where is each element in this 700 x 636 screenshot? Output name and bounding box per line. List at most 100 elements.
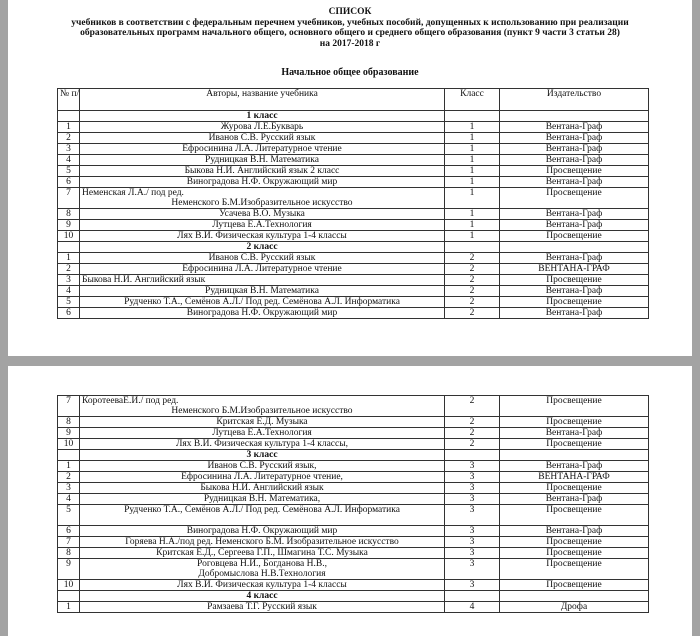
table-row: 8 Критская Е.Д., Сергеева Г.П., Шмагина Т… bbox=[57, 547, 649, 559]
class-cell: 2 bbox=[444, 416, 500, 428]
class-cell: 1 bbox=[444, 143, 500, 155]
authors-line: Добромыслова Н.В.Технология bbox=[198, 569, 326, 579]
authors-cell: Лях В.И. Физическая культура 1-4 классы, bbox=[79, 438, 445, 450]
number-cell: 1 bbox=[57, 601, 80, 613]
authors-line: Виноградова Н.Ф. Окружающий мир bbox=[186, 177, 338, 187]
publisher-cell: Вентана-Граф bbox=[499, 132, 649, 144]
publisher-cell: Просвещение bbox=[499, 547, 649, 559]
table-row: 7 КоротееваЕ.И./ под ред. Неменского Б.М.И… bbox=[57, 395, 649, 417]
publisher-cell: Вентана-Граф bbox=[499, 154, 649, 166]
authors-cell: Ефросинина Л.А. Литературное чтение bbox=[79, 263, 445, 275]
number-cell: 4 bbox=[57, 285, 80, 297]
class-cell: 1 bbox=[444, 121, 500, 133]
table-row: 6 Виноградова Н.Ф. Окружающий мир 3 Вентана… bbox=[57, 525, 649, 537]
number-cell: 5 bbox=[57, 165, 80, 177]
authors-cell: Роговцева Н.И., Богданова Н.В., Добромысл… bbox=[79, 558, 445, 580]
document-page-1: СПИСОК учебников в соответствии с федера… bbox=[8, 0, 692, 356]
class-cell: 2 bbox=[444, 438, 500, 450]
authors-cell: Горяева Н.А./под ред. Неменского Б.М. Из… bbox=[79, 536, 445, 548]
authors-cell: Лях В.И. Физическая культура 1-4 классы bbox=[79, 579, 445, 591]
textbook-table-page-1: № п/п Авторы, название учебника Класс Из… bbox=[57, 88, 649, 319]
section-title: 1 класс bbox=[79, 110, 445, 122]
authors-line: Иванов С.В. Русский язык, bbox=[207, 461, 317, 471]
table-row: 10 Лях В.И. Физическая культура 1-4 класс… bbox=[57, 579, 649, 591]
publisher-cell: Вентана-Граф bbox=[499, 493, 649, 505]
table-row: 4 Рудницкая В.Н. Математика, 3 Вентана-Граф bbox=[57, 493, 649, 505]
authors-line: Виноградова Н.Ф. Окружающий мир bbox=[186, 308, 338, 318]
class-cell bbox=[444, 449, 500, 461]
class-cell: 1 bbox=[444, 187, 500, 209]
number-cell: 6 bbox=[57, 176, 80, 188]
authors-line: Рудченко Т.А., Семёнов А.Л./ Под ред. Се… bbox=[124, 505, 400, 516]
publisher-cell: Вентана-Граф bbox=[499, 460, 649, 472]
number-cell: 6 bbox=[57, 525, 80, 537]
class-cell: 3 bbox=[444, 471, 500, 483]
authors-cell: Иванов С.В. Русский язык, bbox=[79, 460, 445, 472]
class-cell: 2 bbox=[444, 427, 500, 439]
authors-cell: Быкова Н.И. Английский язык bbox=[79, 482, 445, 494]
publisher-cell: Просвещение bbox=[499, 482, 649, 494]
table-row: 10 Лях В.И. Физическая культура 1-4 класс… bbox=[57, 438, 649, 450]
title-line-1: учебников в соответствии с федеральным п… bbox=[71, 17, 629, 28]
authors-line: Лутцева Е.А.Технология bbox=[212, 428, 312, 438]
class-cell: 3 bbox=[444, 460, 500, 472]
authors-line: Лях В.И. Физическая культура 1-4 классы bbox=[177, 580, 347, 590]
document-title: СПИСОК bbox=[328, 7, 372, 17]
textbook-table-page-2: 7 КоротееваЕ.И./ под ред. Неменского Б.М.И… bbox=[57, 395, 649, 613]
number-cell: 5 bbox=[57, 504, 80, 526]
publisher-cell bbox=[499, 590, 649, 602]
authors-cell: Лях В.И. Физическая культура 1-4 классы bbox=[79, 230, 445, 242]
class-cell: 1 bbox=[444, 154, 500, 166]
number-cell: 6 bbox=[57, 307, 80, 319]
number-cell: 10 bbox=[57, 230, 80, 242]
publisher-cell bbox=[499, 110, 649, 122]
table-row: 9 Лутцева Е.А.Технология 1 Вентана-Граф bbox=[57, 219, 649, 231]
publisher-cell: Вентана-Граф bbox=[499, 307, 649, 319]
authors-line: Усачева В.О. Музыка bbox=[219, 209, 305, 219]
publisher-cell: Просвещение bbox=[499, 579, 649, 591]
number-cell: 3 bbox=[57, 274, 80, 286]
number-cell: 3 bbox=[57, 482, 80, 494]
class-cell: 2 bbox=[444, 307, 500, 319]
authors-line: Журова Л.Е.Букварь bbox=[220, 122, 304, 132]
authors-line: Ефросинина Л.А. Литературное чтение bbox=[182, 264, 342, 274]
table-row: 5 Быкова Н.И. Английский язык 2 класс 1 Про… bbox=[57, 165, 649, 177]
publisher-cell: Просвещение bbox=[499, 504, 649, 526]
table-row: 5 Рудченко Т.А., Семёнов А.Л./ Под ред. С… bbox=[57, 504, 649, 526]
publisher-cell: Вентана-Граф bbox=[499, 427, 649, 439]
table-row: 8 Критская Е.Д. Музыка 2 Просвещение bbox=[57, 416, 649, 428]
class-cell: 2 bbox=[444, 274, 500, 286]
table-row: 1 Журова Л.Е.Букварь 1 Вентана-Граф bbox=[57, 121, 649, 133]
number-cell: 8 bbox=[57, 208, 80, 220]
authors-cell: Быкова Н.И. Английский язык 2 класс bbox=[79, 165, 445, 177]
number-cell bbox=[57, 590, 80, 602]
publisher-cell: Вентана-Граф bbox=[499, 143, 649, 155]
authors-cell: Рамзаева Т.Г. Русский язык bbox=[79, 601, 445, 613]
table-row: 8 Усачева В.О. Музыка 1 Вентана-Граф bbox=[57, 208, 649, 220]
authors-cell: Виноградова Н.Ф. Окружающий мир bbox=[79, 307, 445, 319]
authors-cell: Рудницкая В.Н. Математика bbox=[79, 285, 445, 297]
table-row: 10 Лях В.И. Физическая культура 1-4 класс… bbox=[57, 230, 649, 242]
col-header-authors: Авторы, название учебника bbox=[79, 88, 445, 111]
authors-line: Рудницкая В.Н. Математика bbox=[205, 155, 319, 165]
number-cell bbox=[57, 241, 80, 253]
class-section-row: 4 класс bbox=[57, 590, 649, 602]
authors-line: Горяева Н.А./под ред. Неменского Б.М. Из… bbox=[125, 537, 399, 547]
number-cell: 2 bbox=[57, 471, 80, 483]
authors-cell: Иванов С.В. Русский язык bbox=[79, 132, 445, 144]
number-cell: 7 bbox=[57, 395, 80, 417]
authors-line: Неменская Л.А./ под ред. bbox=[82, 188, 184, 199]
publisher-cell: Просвещение bbox=[499, 187, 649, 209]
authors-line: Лях В.И. Физическая культура 1-4 классы, bbox=[175, 439, 348, 449]
document-header: СПИСОК учебников в соответствии с федера… bbox=[8, 0, 692, 49]
authors-cell: Быкова Н.И. Английский язык bbox=[79, 274, 445, 286]
class-cell: 3 bbox=[444, 493, 500, 505]
authors-line: Быкова Н.И. Английский язык bbox=[200, 483, 324, 493]
publisher-cell bbox=[499, 449, 649, 461]
authors-line bbox=[82, 515, 442, 525]
authors-cell: Неменская Л.А./ под ред. Неменского Б.М.И… bbox=[79, 187, 445, 209]
authors-cell: Рудницкая В.Н. Математика bbox=[79, 154, 445, 166]
class-cell: 3 bbox=[444, 547, 500, 559]
publisher-cell bbox=[499, 241, 649, 253]
number-cell: 9 bbox=[57, 427, 80, 439]
